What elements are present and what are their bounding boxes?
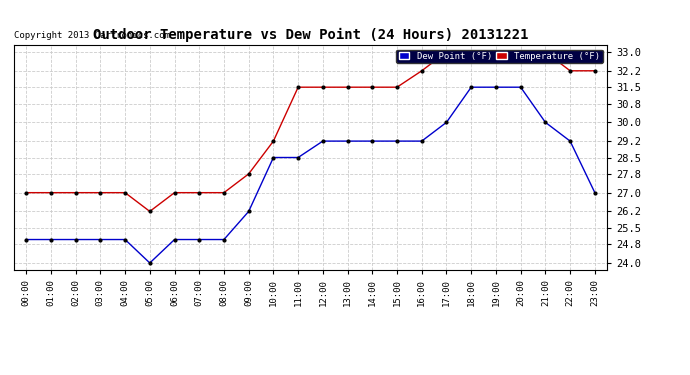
Title: Outdoor Temperature vs Dew Point (24 Hours) 20131221: Outdoor Temperature vs Dew Point (24 Hou… bbox=[92, 28, 529, 42]
Legend: Dew Point (°F), Temperature (°F): Dew Point (°F), Temperature (°F) bbox=[396, 50, 602, 63]
Text: Copyright 2013 Cartronics.com: Copyright 2013 Cartronics.com bbox=[14, 32, 170, 40]
